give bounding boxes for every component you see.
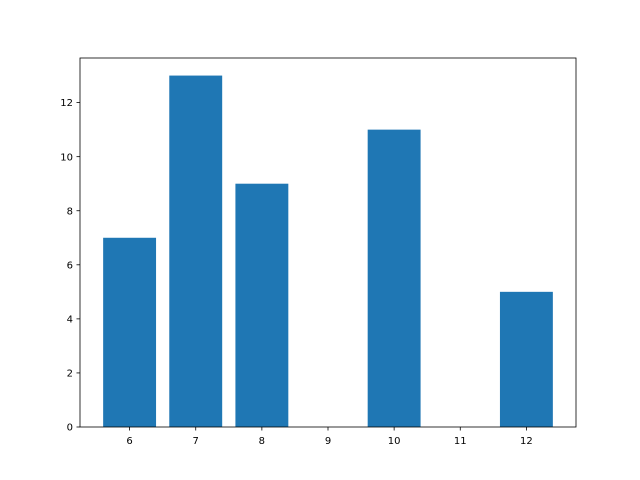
x-tick-label: 11 xyxy=(454,436,467,447)
x-tick-label: 8 xyxy=(259,436,265,447)
y-tick-label: 10 xyxy=(60,152,73,163)
x-tick-label: 6 xyxy=(126,436,132,447)
y-tick-label: 6 xyxy=(67,260,73,271)
x-tick-label: 12 xyxy=(520,436,533,447)
y-tick-label: 8 xyxy=(67,206,73,217)
y-tick-label: 0 xyxy=(67,423,73,434)
x-axis-ticks: 6 7 8 9 10 11 12 xyxy=(126,427,533,447)
x-tick-label: 9 xyxy=(325,436,331,447)
bar-8 xyxy=(235,183,289,427)
bar-6 xyxy=(103,237,157,427)
bar-7 xyxy=(169,75,223,428)
y-axis-ticks: 0 2 4 6 8 10 12 xyxy=(60,98,80,434)
bars xyxy=(103,75,553,428)
x-tick-label: 7 xyxy=(193,436,199,447)
bar-12 xyxy=(499,291,553,427)
bar-10 xyxy=(367,129,421,427)
x-tick-label: 10 xyxy=(388,436,401,447)
axes-frame xyxy=(79,57,577,428)
y-tick-label: 4 xyxy=(67,314,73,325)
y-tick-label: 12 xyxy=(60,98,73,109)
y-tick-label: 2 xyxy=(67,369,73,380)
